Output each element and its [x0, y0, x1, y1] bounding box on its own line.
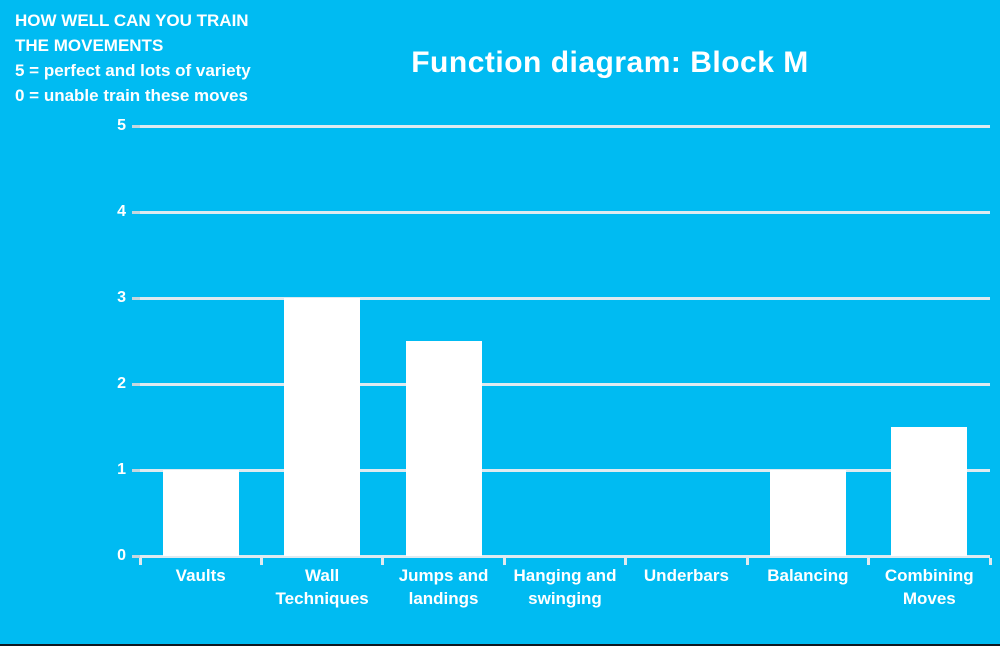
- bar: [891, 427, 968, 556]
- y-tick-label: 2: [117, 375, 126, 392]
- chart-title: Function diagram: Block M: [411, 46, 809, 79]
- x-axis-tick: [138, 558, 142, 565]
- x-axis-tick: [381, 558, 385, 565]
- bottom-edge: [0, 644, 1000, 646]
- x-axis-labels: Vaults Wall Techniques Jumps and landings H…: [140, 564, 990, 624]
- x-tick-label: Vaults: [175, 566, 226, 585]
- gridline: [140, 296, 990, 300]
- annotation-line: 0 = unable train these moves: [15, 86, 248, 105]
- gridline: [140, 554, 990, 558]
- x-axis-tick: [745, 558, 749, 565]
- y-axis-labels: 0 1 2 3 4 5: [88, 117, 126, 564]
- x-axis-tick: [502, 558, 506, 565]
- x-axis-tick: [259, 558, 263, 565]
- gridline: [140, 210, 990, 214]
- gridline: [140, 382, 990, 386]
- x-axis-tick: [867, 558, 871, 565]
- annotation-line: 5 = perfect and lots of variety: [15, 61, 251, 80]
- x-tick-label: Underbars: [643, 566, 729, 585]
- y-axis-tick: [132, 210, 140, 214]
- x-tick-label: Jumps and landings: [398, 566, 489, 608]
- y-axis-tick: [132, 296, 140, 300]
- bar-chart: [132, 124, 992, 565]
- y-axis-tick: [132, 554, 140, 558]
- bar: [769, 470, 846, 556]
- y-axis-tick: [132, 468, 140, 472]
- gridline: [140, 468, 990, 472]
- x-tick-label: Hanging and swinging: [513, 566, 617, 608]
- bar: [162, 470, 239, 556]
- y-tick-label: 4: [117, 203, 126, 220]
- x-axis-tick: [988, 558, 992, 565]
- y-tick-label: 3: [117, 289, 126, 306]
- y-tick-label: 1: [117, 461, 126, 478]
- y-axis-tick: [132, 382, 140, 386]
- annotation-line: THE MOVEMENTS: [15, 36, 164, 55]
- x-tick-label: Balancing: [767, 566, 849, 585]
- y-tick-label: 0: [117, 547, 126, 564]
- scale-annotation: HOW WELL CAN YOU TRAIN THE MOVEMENTS 5 =…: [15, 8, 335, 108]
- y-axis-tick: [132, 124, 140, 128]
- x-tick-label: Wall Techniques: [275, 566, 369, 608]
- gridline: [140, 124, 990, 128]
- x-tick-label: Combining Moves: [884, 566, 974, 608]
- annotation-line: HOW WELL CAN YOU TRAIN: [15, 11, 249, 30]
- y-tick-label: 5: [117, 117, 126, 134]
- bar: [405, 341, 482, 556]
- x-axis-tick: [624, 558, 628, 565]
- bar: [284, 298, 361, 556]
